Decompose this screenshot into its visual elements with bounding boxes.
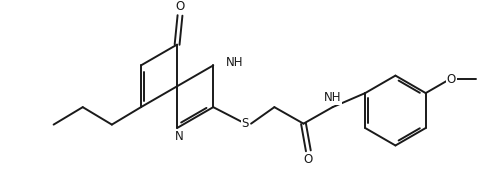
Text: NH: NH: [226, 56, 244, 69]
Text: O: O: [175, 0, 184, 13]
Text: O: O: [304, 153, 313, 166]
Text: S: S: [242, 117, 249, 130]
Text: N: N: [175, 130, 184, 143]
Text: O: O: [447, 73, 456, 86]
Text: NH: NH: [324, 91, 341, 104]
